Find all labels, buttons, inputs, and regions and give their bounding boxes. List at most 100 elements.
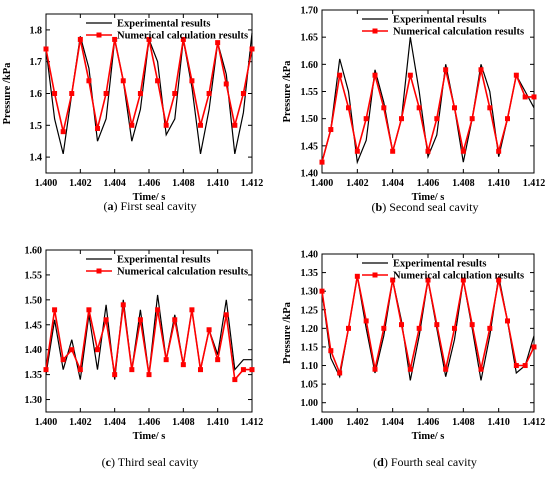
y-tick-label: 1.30 (301, 287, 319, 298)
y-tick-label: 1.40 (301, 250, 319, 261)
data-point-marker (172, 317, 178, 323)
data-point-marker (399, 322, 404, 328)
legend-label: Experimental results (117, 255, 210, 266)
x-tick-label: 1.410 (206, 417, 229, 428)
data-point-marker (137, 91, 143, 96)
data-point-marker (240, 367, 246, 373)
data-point-marker (120, 302, 126, 308)
data-point-marker (319, 288, 325, 294)
x-tick-label: 1.402 (69, 417, 92, 428)
data-point-marker (425, 148, 431, 154)
x-tick-label: 1.406 (138, 417, 161, 428)
y-tick-label: 1.10 (301, 361, 319, 372)
data-point-marker (206, 327, 212, 333)
caption-letter: d (377, 455, 384, 469)
data-point-marker (328, 127, 334, 133)
data-point-marker (531, 344, 537, 350)
data-point-marker (163, 122, 169, 128)
x-tick-label: 1.404 (381, 178, 404, 189)
x-tick-label: 1.408 (172, 417, 195, 428)
x-tick-label: 1.412 (523, 417, 546, 428)
data-point-marker (390, 148, 396, 154)
data-point-marker (69, 91, 75, 96)
data-point-marker (180, 36, 186, 42)
y-tick-label: 1.50 (25, 295, 43, 306)
data-point-marker (434, 116, 440, 122)
y-tick-label: 1.05 (301, 380, 319, 391)
data-point-marker (103, 91, 109, 96)
data-point-marker (43, 46, 49, 52)
y-tick-label: 1.35 (25, 370, 43, 381)
data-point-marker (372, 72, 378, 78)
y-tick-label: 1.40 (25, 345, 43, 356)
data-point-marker (223, 312, 229, 318)
data-point-marker (77, 367, 83, 373)
data-point-marker (112, 36, 118, 42)
caption-letter: c (106, 455, 112, 469)
data-point-marker (487, 105, 493, 111)
data-point-marker (443, 67, 449, 73)
caption-text: Fourth seal cavity (391, 455, 477, 469)
data-point-marker (60, 129, 66, 135)
legend-swatch-marker (96, 268, 102, 274)
x-tick-label: 1.400 (35, 417, 58, 428)
y-tick-label: 1.15 (301, 342, 319, 353)
data-point-marker (163, 357, 169, 363)
data-point-marker (180, 362, 186, 368)
data-point-marker (95, 347, 100, 353)
data-point-marker (354, 148, 360, 154)
data-point-marker (522, 94, 528, 100)
data-point-marker (198, 367, 203, 373)
data-point-marker (103, 317, 109, 323)
data-point-marker (52, 91, 58, 96)
x-tick-label: 1.402 (346, 417, 369, 428)
data-point-marker (232, 377, 238, 383)
chart-panel-d: 1.400 1.402 1.404 1.406 1.408 1.410 1.412 1.00 1… (282, 250, 545, 470)
x-tick-label: 1.400 (35, 178, 58, 189)
legend-label: Experimental results (393, 15, 486, 26)
data-point-marker (240, 91, 246, 96)
data-point-marker (146, 372, 152, 378)
data-point-marker (155, 78, 161, 84)
series-line-numerical (321, 276, 535, 376)
x-tick-label: 1.408 (452, 417, 475, 428)
x-axis-title: Time/ s (133, 192, 166, 203)
data-point-marker (505, 116, 510, 122)
data-point-marker (425, 277, 431, 283)
legend-swatch-marker (96, 32, 102, 38)
data-point-marker (43, 367, 49, 373)
y-tick-label: 1.4 (30, 153, 43, 164)
x-tick-label: 1.412 (241, 178, 264, 189)
data-point-marker (129, 122, 135, 128)
y-axis-title: Pressure /kPa (282, 60, 293, 122)
data-point-marker (328, 348, 334, 354)
legend-label: Experimental results (117, 19, 210, 30)
data-point-marker (137, 317, 143, 323)
caption-letter: b (376, 200, 383, 214)
data-point-marker (372, 366, 378, 372)
caption-letter: a (108, 199, 114, 213)
data-point-marker (443, 366, 449, 372)
data-point-marker (407, 366, 413, 372)
series-line-numerical (321, 69, 534, 163)
data-point-marker (129, 367, 135, 373)
data-point-marker (189, 307, 195, 313)
y-tick-label: 1.45 (25, 320, 43, 331)
data-point-marker (522, 363, 528, 369)
y-tick-label: 1.50 (301, 114, 319, 125)
data-point-marker (434, 322, 440, 328)
x-tick-label: 1.410 (487, 417, 510, 428)
data-point-marker (198, 122, 203, 128)
legend-label: Numerical calculation results (117, 267, 248, 278)
y-tick-label: 1.60 (25, 246, 43, 257)
x-tick-label: 1.402 (346, 178, 369, 189)
x-tick-label: 1.404 (381, 417, 404, 428)
data-point-marker (469, 322, 475, 328)
data-point-marker (478, 67, 484, 73)
data-point-marker (249, 367, 255, 373)
x-tick-label: 1.410 (487, 178, 510, 189)
x-tick-label: 1.400 (311, 178, 334, 189)
x-tick-label: 1.402 (69, 178, 92, 189)
data-point-marker (206, 91, 212, 96)
